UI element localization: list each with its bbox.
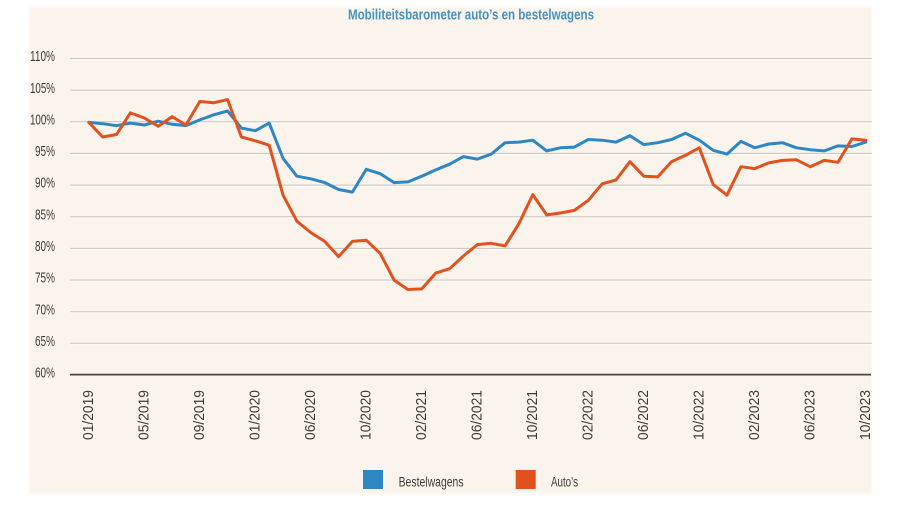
svg-text:06/2023: 06/2023 (802, 390, 818, 440)
svg-text:90%: 90% (35, 176, 55, 192)
svg-text:10/2022: 10/2022 (691, 390, 707, 440)
svg-text:01/2019: 01/2019 (81, 390, 97, 440)
svg-text:110%: 110% (30, 49, 55, 65)
svg-text:105%: 105% (30, 81, 55, 97)
svg-text:95%: 95% (35, 144, 55, 160)
svg-text:Auto’s: Auto’s (551, 474, 578, 489)
svg-text:60%: 60% (35, 366, 55, 382)
svg-text:02/2022: 02/2022 (580, 390, 596, 440)
svg-text:80%: 80% (35, 239, 55, 255)
svg-text:06/2020: 06/2020 (303, 390, 319, 440)
svg-text:02/2021: 02/2021 (414, 390, 430, 440)
svg-text:06/2021: 06/2021 (469, 390, 485, 440)
svg-text:65%: 65% (35, 334, 55, 350)
svg-text:Mobiliteitsbarometer auto’s en: Mobiliteitsbarometer auto’s en bestelwag… (348, 8, 594, 24)
svg-text:02/2023: 02/2023 (747, 390, 763, 440)
svg-text:06/2022: 06/2022 (636, 390, 652, 440)
svg-text:85%: 85% (35, 207, 55, 223)
svg-text:05/2019: 05/2019 (136, 390, 152, 440)
svg-text:Bestelwagens: Bestelwagens (399, 474, 464, 489)
svg-text:10/2021: 10/2021 (525, 390, 541, 440)
svg-text:70%: 70% (35, 302, 55, 318)
svg-text:09/2019: 09/2019 (192, 390, 208, 440)
svg-text:01/2020: 01/2020 (247, 390, 263, 440)
svg-text:10/2023: 10/2023 (858, 390, 874, 440)
svg-text:75%: 75% (35, 271, 55, 287)
svg-text:10/2020: 10/2020 (358, 390, 374, 440)
svg-text:100%: 100% (30, 112, 55, 128)
